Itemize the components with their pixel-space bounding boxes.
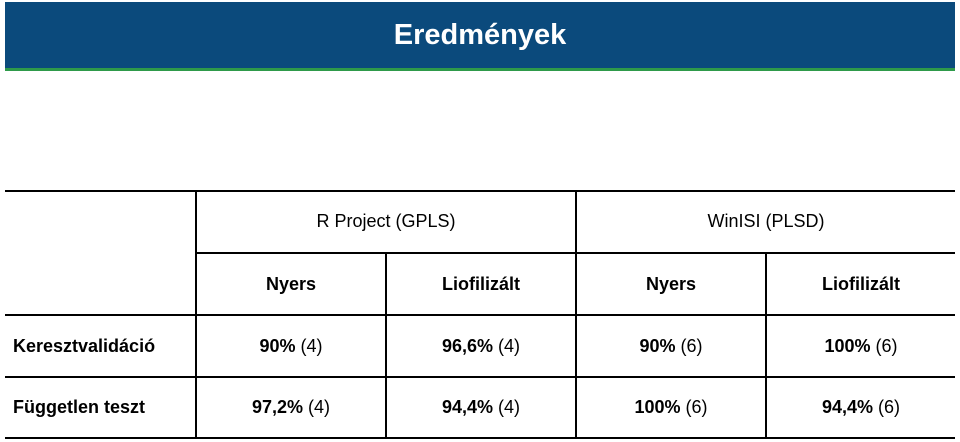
table-cell: 90% (6) bbox=[577, 316, 765, 376]
table-cell: 90% (4) bbox=[197, 316, 385, 376]
table-col-rule-1 bbox=[195, 190, 197, 439]
table-rule-row bbox=[5, 376, 955, 378]
cell-count: (4) bbox=[498, 397, 521, 417]
table-cell: 100% (6) bbox=[577, 378, 765, 437]
title-banner bbox=[5, 2, 955, 68]
cell-value: 94,4% bbox=[821, 397, 874, 417]
cell-count: (6) bbox=[685, 397, 708, 417]
group-header-winisi: WinISI (PLSD) bbox=[707, 211, 825, 231]
cell-count: (6) bbox=[878, 397, 901, 417]
cell-value: 94,4% bbox=[441, 397, 494, 417]
col-header-liofilizalt-w: Liofilizált bbox=[822, 274, 900, 294]
table-cell: 96,6% (4) bbox=[387, 316, 575, 376]
cell-value: 90% bbox=[259, 336, 296, 356]
cell-count: (6) bbox=[680, 336, 703, 356]
cell-value: 96,6% bbox=[441, 336, 494, 356]
table-rule-top bbox=[5, 190, 955, 192]
table-cell: 94,4% (6) bbox=[767, 378, 955, 437]
table-rule-bottom bbox=[5, 437, 955, 439]
table-cell: 97,2% (4) bbox=[197, 378, 385, 437]
cell-count: (6) bbox=[875, 336, 898, 356]
cell-value: 97,2% bbox=[251, 397, 304, 417]
cell-value: 100% bbox=[824, 336, 871, 356]
table-cell: 100% (6) bbox=[767, 316, 955, 376]
cell-value: 90% bbox=[639, 336, 676, 356]
cell-value: 100% bbox=[634, 397, 681, 417]
cell-count: (4) bbox=[300, 336, 323, 356]
row-label-fuggetlen-teszt: Független teszt bbox=[13, 397, 146, 417]
col-header-nyers-w: Nyers bbox=[645, 274, 697, 294]
table-rule-header bbox=[5, 314, 955, 316]
cell-count: (4) bbox=[498, 336, 521, 356]
table-col-rule-3 bbox=[765, 252, 767, 439]
table-cell: 94,4% (4) bbox=[387, 378, 575, 437]
col-header-nyers-r: Nyers bbox=[265, 274, 317, 294]
table-col-rule-group bbox=[575, 190, 577, 439]
page-title: Eredmények bbox=[393, 19, 567, 51]
results-table: R Project (GPLS) WinISI (PLSD) Nyers Lio… bbox=[5, 190, 955, 440]
row-label-keresztvalidacio: Keresztvalidáció bbox=[13, 336, 156, 356]
table-col-rule-2 bbox=[385, 252, 387, 439]
title-accent-stripe bbox=[5, 68, 955, 71]
col-header-liofilizalt-r: Liofilizált bbox=[442, 274, 520, 294]
cell-count: (4) bbox=[308, 397, 331, 417]
group-header-r-project: R Project (GPLS) bbox=[316, 211, 456, 231]
